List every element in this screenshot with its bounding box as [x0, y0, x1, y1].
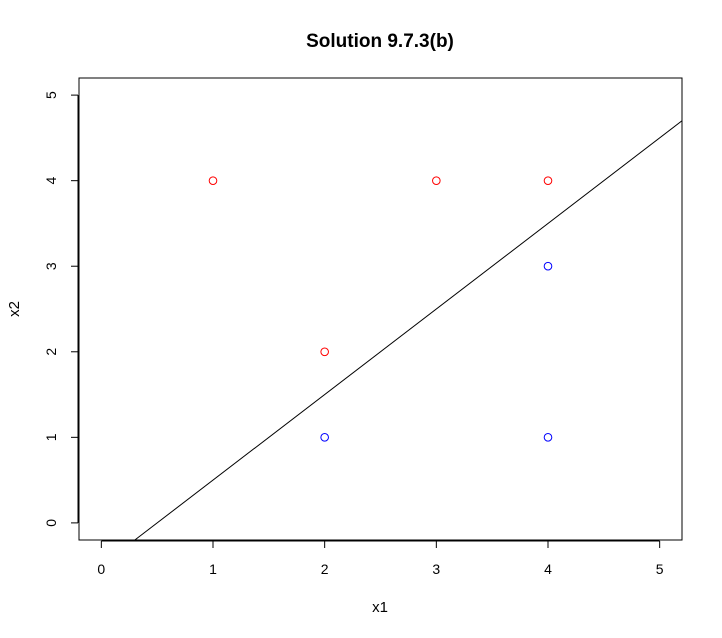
y-tick-label: 3 — [43, 262, 59, 270]
x-tick-label: 0 — [97, 561, 105, 577]
x-tick-label: 5 — [656, 561, 664, 577]
y-tick-label: 0 — [43, 519, 59, 527]
x-axis-label: x1 — [372, 599, 388, 616]
y-axis: 0 1 2 3 4 5 — [43, 91, 79, 527]
y-axis-label: x2 — [6, 301, 23, 317]
y-tick-label: 2 — [43, 348, 59, 356]
red-point — [543, 176, 553, 185]
y-tick-label: 5 — [43, 91, 59, 99]
y-tick-label: 1 — [43, 433, 59, 441]
chart-title: Solution 9.7.3(b) — [306, 31, 454, 52]
decision-line-group — [134, 120, 683, 541]
x-axis: 0 1 2 3 4 5 — [97, 540, 664, 577]
red-point — [208, 176, 218, 185]
x-tick-label: 3 — [432, 561, 440, 577]
data-points — [208, 176, 553, 442]
red-point — [432, 176, 441, 185]
x-tick-label: 4 — [544, 561, 552, 577]
decision-line — [134, 120, 683, 541]
red-point — [320, 347, 329, 357]
blue-point — [543, 433, 553, 442]
blue-point — [543, 261, 553, 271]
blue-point — [320, 433, 329, 442]
y-tick-label: 4 — [43, 177, 59, 185]
x-tick-label: 2 — [321, 561, 329, 577]
plot-frame — [78, 77, 683, 541]
x-tick-label: 1 — [209, 561, 217, 577]
